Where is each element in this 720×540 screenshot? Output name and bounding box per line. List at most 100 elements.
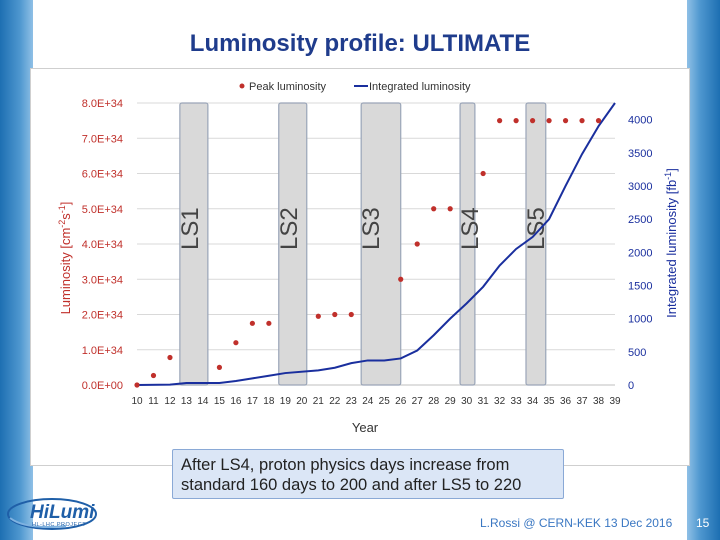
- y-axis-right-title: Integrated luminosity [fb-1]: [663, 168, 679, 318]
- peak-point: [348, 311, 354, 318]
- y-tick-left: 6.0E+34: [82, 169, 123, 181]
- x-tick: 25: [379, 396, 391, 407]
- x-tick: 12: [164, 396, 176, 407]
- shutdown-label-ls2: LS2: [276, 207, 303, 250]
- shutdown-label-ls3: LS3: [358, 207, 385, 250]
- x-tick: 32: [494, 396, 506, 407]
- x-tick: 34: [527, 396, 539, 407]
- peak-point: [249, 320, 255, 326]
- peak-point: [332, 311, 338, 318]
- shutdown-label-ls5: LS5: [523, 207, 550, 250]
- y-tick-left: 7.0E+34: [82, 133, 123, 145]
- footer-credit: L.Rossi @ CERN-KEK 13 Dec 2016: [480, 516, 673, 530]
- peak-point: [546, 118, 552, 124]
- y-tick-left: 3.0E+34: [82, 274, 123, 286]
- x-tick: 20: [296, 396, 308, 407]
- chart-frame: [30, 68, 690, 466]
- x-tick: 27: [412, 396, 424, 407]
- x-tick: 38: [593, 396, 605, 407]
- peak-point: [167, 354, 173, 361]
- y-tick-right: 3000: [628, 181, 652, 193]
- peak-point: [562, 118, 569, 124]
- x-tick: 33: [511, 396, 523, 407]
- peak-point: [216, 364, 223, 370]
- peak-point: [513, 118, 519, 124]
- peak-point: [595, 118, 602, 124]
- peak-point: [134, 382, 140, 388]
- x-tick: 13: [181, 396, 193, 407]
- x-tick: 19: [280, 396, 292, 407]
- slide-title: Luminosity profile: ULTIMATE: [189, 30, 531, 57]
- left-decor-bar: [0, 0, 33, 540]
- peak-point: [315, 313, 321, 319]
- page-number: 15: [696, 516, 710, 530]
- x-tick: 14: [197, 396, 209, 407]
- ylabel-left-mid: s: [58, 213, 73, 220]
- x-tick: 17: [247, 396, 259, 407]
- x-tick: 31: [478, 396, 490, 407]
- y-tick-right: 4000: [628, 115, 652, 127]
- y-tick-left: 5.0E+34: [82, 204, 123, 216]
- ylabel-right-sup: -1: [663, 172, 673, 180]
- legend-peak-marker: [239, 83, 245, 89]
- x-tick: 10: [131, 396, 143, 407]
- x-tick: 24: [362, 396, 374, 407]
- peak-point: [398, 276, 404, 282]
- x-tick: 26: [395, 396, 407, 407]
- peak-point: [266, 320, 272, 326]
- x-tick: 15: [214, 396, 226, 407]
- hilumi-logo: HiLumi HL-LHC PROJECT: [6, 496, 98, 532]
- x-tick: 18: [263, 396, 275, 407]
- ylabel-left-sup2: -1: [57, 205, 67, 213]
- x-tick: 21: [313, 396, 325, 407]
- shutdown-label-ls4: LS4: [457, 207, 484, 250]
- logo-text: HiLumi: [30, 502, 95, 523]
- peak-point: [529, 118, 536, 124]
- x-tick: 30: [461, 396, 473, 407]
- logo-swoosh-icon: [7, 498, 97, 530]
- peak-point: [233, 340, 239, 346]
- y-tick-left: 2.0E+34: [82, 310, 123, 322]
- y-tick-right: 0: [628, 380, 634, 392]
- x-tick: 23: [346, 396, 358, 407]
- x-tick: 37: [576, 396, 588, 407]
- peak-point: [431, 206, 437, 212]
- y-tick-left: 0.0E+00: [82, 380, 123, 392]
- logo-subtext: HL-LHC PROJECT: [32, 522, 87, 528]
- y-tick-right: 3500: [628, 148, 652, 160]
- y-tick-right: 1500: [628, 280, 652, 292]
- x-tick: 22: [329, 396, 341, 407]
- shutdown-bar-ls3: [360, 102, 402, 386]
- right-decor-bar: [687, 0, 720, 540]
- y-axis-left-title: Luminosity [cm-2s-1]: [57, 202, 73, 315]
- y-tick-right: 2000: [628, 247, 652, 259]
- y-tick-left: 1.0E+34: [82, 345, 123, 357]
- shutdown-bar-ls5: [525, 102, 547, 386]
- legend-peak-label: Peak luminosity: [249, 81, 327, 93]
- x-tick: 29: [445, 396, 457, 407]
- y-tick-right: 2500: [628, 214, 652, 226]
- x-tick: 39: [609, 396, 621, 407]
- x-axis-title: Year: [352, 420, 379, 435]
- y-tick-left: 8.0E+34: [82, 98, 123, 110]
- x-tick: 28: [428, 396, 440, 407]
- peak-point: [414, 241, 420, 247]
- peak-point: [497, 118, 503, 124]
- y-tick-right: 1000: [628, 314, 652, 326]
- x-tick: 35: [544, 396, 556, 407]
- y-tick-right: 500: [628, 347, 646, 359]
- ylabel-right-end: ]: [664, 168, 679, 172]
- shutdown-bar-ls4: [459, 102, 476, 386]
- shutdown-label-ls1: LS1: [177, 207, 204, 250]
- shutdown-bar-ls1: [179, 102, 209, 386]
- callout-box: After LS4, proton physics days increase …: [172, 449, 564, 499]
- ylabel-right-base: Integrated luminosity [fb: [664, 180, 679, 318]
- peak-point: [480, 170, 486, 177]
- ylabel-left-base: Luminosity [cm: [58, 228, 73, 315]
- ylabel-left-end: ]: [58, 202, 73, 206]
- x-tick: 16: [230, 396, 242, 407]
- y-tick-left: 4.0E+34: [82, 239, 123, 251]
- x-tick: 11: [148, 396, 159, 407]
- peak-point: [579, 118, 585, 124]
